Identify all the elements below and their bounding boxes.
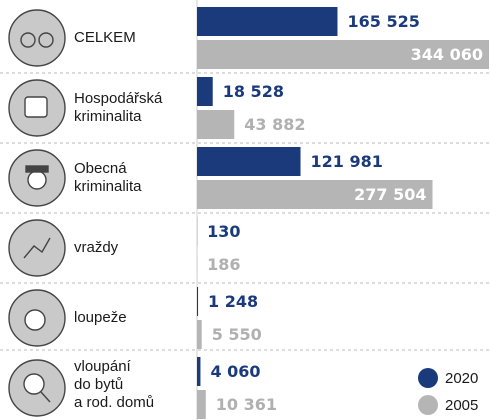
value-label: 130 <box>207 222 240 241</box>
bar <box>197 40 489 69</box>
legend-label: 2020 <box>445 370 478 387</box>
bar <box>197 7 338 36</box>
value-label: 277 504 <box>354 185 426 204</box>
category-label: CELKEM <box>74 29 136 46</box>
value-label: 165 525 <box>347 12 419 31</box>
bar <box>197 77 213 106</box>
value-label: 4 060 <box>210 362 260 381</box>
value-label: 186 <box>207 255 240 274</box>
value-label: 43 882 <box>244 115 305 134</box>
value-label: 344 060 <box>411 45 483 64</box>
dividers <box>0 72 490 351</box>
bar <box>197 110 235 139</box>
bar <box>197 147 301 176</box>
category-label: loupeže <box>74 309 127 326</box>
category-label: vraždy <box>74 239 119 256</box>
legend-label: 2005 <box>445 397 478 414</box>
category-label: vloupání do bytů a rod. domů <box>74 358 155 411</box>
category-label: Hospodářská kriminalita <box>74 90 163 125</box>
bar <box>197 287 199 316</box>
bar <box>197 320 202 349</box>
legend-swatch <box>418 395 438 415</box>
bar <box>197 180 433 209</box>
value-label: 18 528 <box>223 82 284 101</box>
value-label: 1 248 <box>208 292 258 311</box>
bar <box>197 390 206 419</box>
legend-swatch <box>418 368 438 388</box>
category-label: Obecná kriminalita <box>74 160 142 195</box>
value-label: 5 550 <box>212 325 262 344</box>
value-label: 10 361 <box>216 395 277 414</box>
bar <box>197 357 201 386</box>
value-label: 121 981 <box>311 152 383 171</box>
icons <box>8 9 66 417</box>
